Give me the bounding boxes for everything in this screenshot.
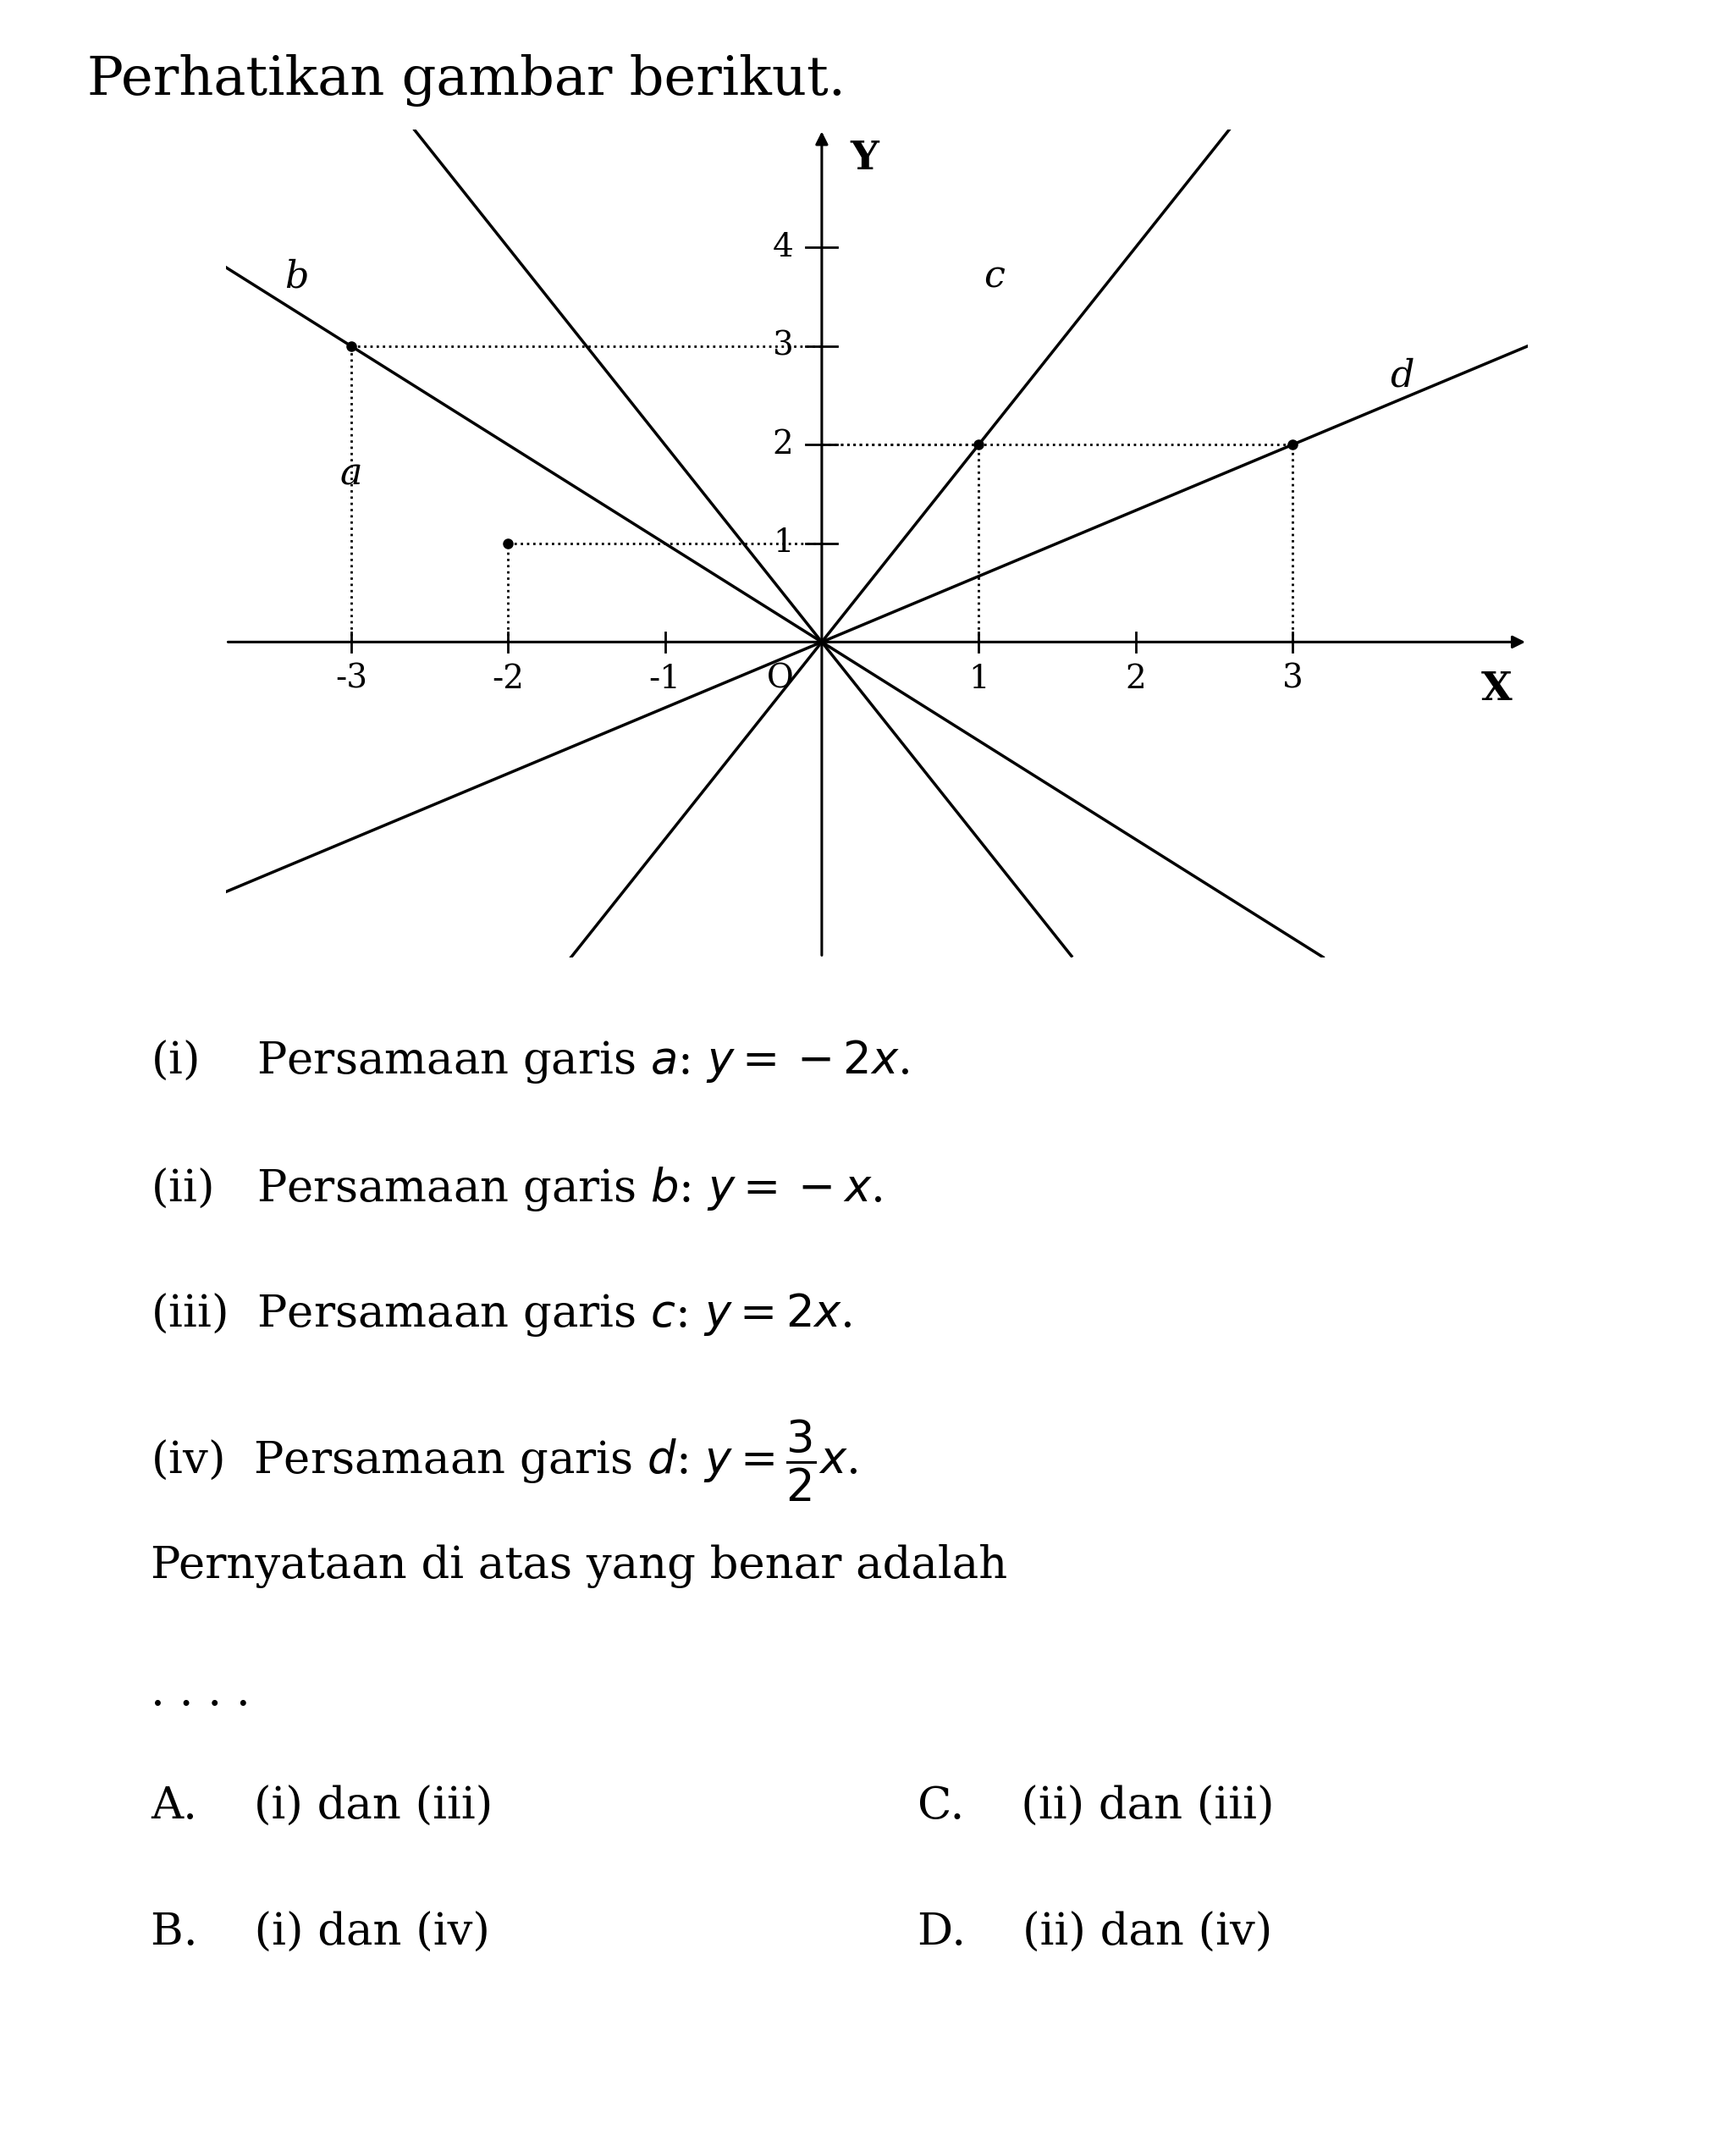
Text: A.    (i) dan (iii): A. (i) dan (iii) [151, 1786, 493, 1829]
Text: O: O [767, 663, 793, 695]
Text: 3: 3 [773, 331, 793, 362]
Text: (i)    Persamaan garis $a$: $y = -2x$.: (i) Persamaan garis $a$: $y = -2x$. [151, 1037, 910, 1085]
Text: (ii)   Persamaan garis $b$: $y = -x$.: (ii) Persamaan garis $b$: $y = -x$. [151, 1164, 882, 1214]
Text: D.    (ii) dan (iv): D. (ii) dan (iv) [917, 1911, 1272, 1954]
Text: Y: Y [851, 140, 878, 179]
Text: 2: 2 [773, 428, 793, 461]
Text: 3: 3 [1281, 663, 1302, 695]
Text: . . . .: . . . . [151, 1672, 250, 1715]
Text: 4: 4 [773, 232, 793, 263]
Text: X: X [1481, 669, 1512, 708]
Text: Perhatikan gambar berikut.: Perhatikan gambar berikut. [87, 54, 845, 105]
Text: -2: -2 [491, 663, 524, 695]
Text: d: d [1391, 357, 1415, 394]
Text: b: b [285, 258, 309, 295]
Text: B.    (i) dan (iv): B. (i) dan (iv) [151, 1911, 490, 1954]
Text: 1: 1 [773, 527, 793, 560]
Text: (iii)  Persamaan garis $c$: $y = 2x$.: (iii) Persamaan garis $c$: $y = 2x$. [151, 1291, 852, 1339]
Text: C.    (ii) dan (iii): C. (ii) dan (iii) [917, 1786, 1274, 1829]
Text: 1: 1 [969, 663, 990, 695]
Text: 2: 2 [1125, 663, 1146, 695]
Text: a: a [340, 456, 363, 493]
Text: (iv)  Persamaan garis $d$: $y = \dfrac{3}{2}x$.: (iv) Persamaan garis $d$: $y = \dfrac{3}… [151, 1418, 858, 1504]
Text: -3: -3 [335, 663, 368, 695]
Text: c: c [984, 258, 1005, 295]
Text: Pernyataan di atas yang benar adalah: Pernyataan di atas yang benar adalah [151, 1545, 1007, 1588]
Text: -1: -1 [649, 663, 681, 695]
